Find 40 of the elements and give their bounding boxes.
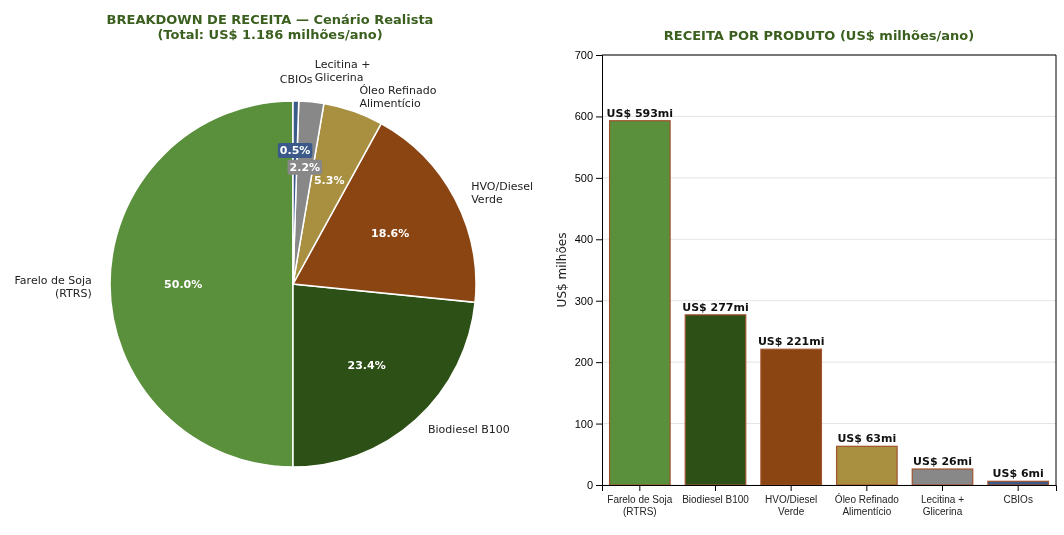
slice-label: HVO/Diesel Verde [471,180,534,207]
data-label: US$ 593mi [606,106,674,120]
data-label: 50.0% [164,277,203,291]
bar [608,120,671,486]
data-label: 0.5% [279,144,311,158]
y-tick-label: 0 [586,479,593,492]
x-tick-label: CBIOs [1003,494,1033,505]
slice-label: Lecitina + Glicerina [314,57,371,84]
slice-label: Farelo de Soja (RTRS) [14,274,92,300]
y-tick-label: 500 [574,171,593,184]
x-tick-label: HVO/Diesel Verde [765,494,818,517]
data-label: US$ 63mi [837,432,897,446]
bar [911,468,974,486]
y-tick-label: 600 [574,110,593,123]
data-label: US$ 221mi [757,335,825,349]
chart-title: RECEITA POR PRODUTO (US$ milhões/ano) [663,28,975,43]
bar [835,445,898,486]
x-tick-label: Biodiesel B100 [682,494,750,505]
bar [760,348,823,486]
y-tick-label: 300 [574,294,593,307]
y-tick-label: 400 [574,233,593,246]
slice-label: CBIOs [279,72,313,86]
y-axis-title: US$ milhões [555,232,569,308]
x-tick-label: Lecitina + Glicerina [920,494,965,517]
data-label: 2.2% [289,160,321,174]
y-tick-label: 700 [574,49,593,62]
bar [684,314,747,486]
data-label: US$ 277mi [682,300,749,314]
data-label: 23.4% [347,359,386,373]
data-label: 5.3% [313,174,345,188]
slice-label: Biodiesel B100 [428,423,510,437]
x-tick-label: Óleo Refinado Alimentício [834,493,900,517]
data-label: US$ 6mi [992,467,1044,481]
data-label: US$ 26mi [913,455,972,469]
y-tick-label: 200 [574,356,593,369]
slice-label: Óleo Refinado Alimentício [359,83,437,110]
chart-title: BREAKDOWN DE RECEITA — Cenário Realista (Total: US$ 1.186 milhões/ano) [106,12,434,42]
x-tick-label: Farelo de Soja (RTRS) [607,494,673,517]
data-label: 18.6% [371,226,410,240]
y-tick-label: 100 [574,417,593,430]
